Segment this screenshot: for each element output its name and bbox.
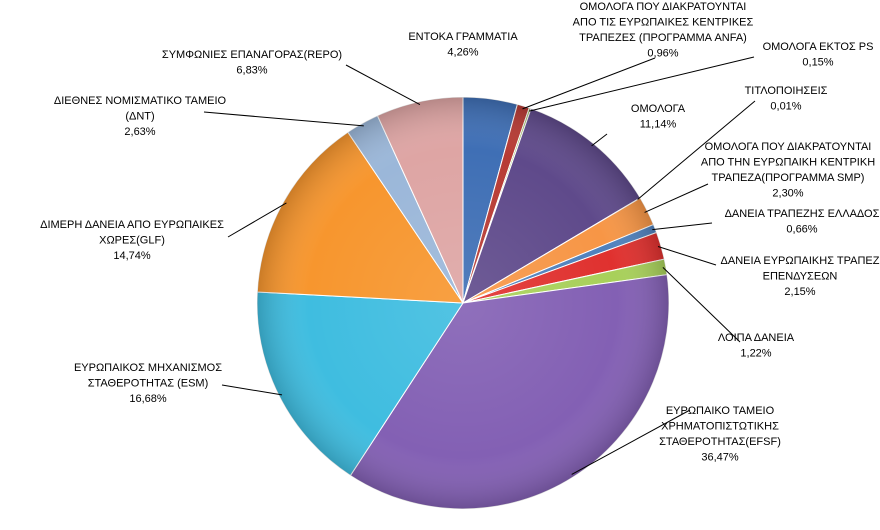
leader-line — [345, 64, 421, 106]
slice-label-line: ΟΜΟΛΟΓΑ ΠΟΥ ΔΙΑΚΡΑΤΟΥΝΤΑΙ — [580, 1, 747, 13]
slice-label: ΟΜΟΛΟΓΑ ΠΟΥ ΔΙΑΚΡΑΤΟΥΝΤΑΙ ΑΠΟ ΤΙΣ ΕΥΡΩΠΑΙ… — [573, 1, 754, 60]
leader-line — [522, 57, 656, 110]
slice-label-line: ΑΠΟ ΤΗΝ ΕΥΡΩΠΑΙΚΗ ΚΕΝΤΡΙΚΗ — [701, 157, 875, 169]
slice-label: ΔΑΝΕΙΑ ΕΥΡΩΠΑΙΚΗΣ ΤΡΑΠΕΖ ΕΠΕΝΔΥΣΕΩΝ 2,15% — [721, 255, 880, 298]
leader-line — [529, 56, 755, 112]
slice-value: 2,15% — [784, 286, 815, 298]
pie-slices — [256, 96, 670, 510]
slice-label-line: ΛΟΙΠΑ ΔΑΝΕΙΑ — [718, 332, 795, 344]
slice-label: ΕΥΡΩΠΑΙΚΟΣ ΜΗΧΑΝΙΣΜΟΣ ΣΤΑΘΕΡΟΤΗΤΑΣ (ESM) 1… — [74, 362, 222, 405]
leader-line — [221, 384, 283, 396]
slice-label-line: ΤΡΑΠΕΖΑ(ΠΡΟΓΡΑΜΜΑ SMP) — [712, 172, 865, 184]
slice-label-line: ΧΩΡΕΣ(GLF) — [99, 235, 165, 247]
slice-value: 14,74% — [113, 250, 151, 262]
leader-line — [227, 202, 287, 238]
slice-label-line: ΔΙΕΘΝΕΣ ΝΟΜΙΣΜΑΤΙΚΟ ΤΑΜΕΙΟ — [54, 95, 227, 107]
slice-label-line: ΕΥΡΩΠΑΙΚΟΣ ΜΗΧΑΝΙΣΜΟΣ — [74, 362, 222, 374]
leader-line — [652, 222, 713, 231]
slice-label: ΛΟΙΠΑ ΔΑΝΕΙΑ 1,22% — [718, 332, 795, 360]
leader-lines — [203, 56, 756, 475]
slice-label-line: ΕΝΤΟΚΑ ΓΡΑΜΜΑΤΙΑ — [408, 31, 518, 43]
slice-value: 16,68% — [129, 393, 167, 405]
slice-label: ΟΜΟΛΟΓΑ 11,14% — [631, 103, 686, 131]
slice-label-line: ΔΑΝΕΙΑ ΤΡΑΠΕΖΗΣ ΕΛΛΑΔΟΣ — [725, 208, 880, 220]
slice-label-line: ΑΠΟ ΤΙΣ ΕΥΡΩΠΑΙΚΕΣ ΚΕΝΤΡΙΚΕΣ — [573, 17, 754, 29]
slice-label-line: ΟΜΟΛΟΓΑ ΕΚΤΟΣ PS — [763, 41, 874, 53]
slice-label: ΔΙΕΘΝΕΣ ΝΟΜΙΣΜΑΤΙΚΟ ΤΑΜΕΙΟ (ΔΝΤ) 2,63% — [54, 95, 227, 138]
slice-label-line: ΔΙΜΕΡΗ ΔΑΝΕΙΑ ΑΠΟ ΕΥΡΩΠΑΙΚΕΣ — [40, 219, 224, 231]
slice-value: 0,01% — [770, 101, 801, 113]
slice-label-line: ΣΤΑΘΕΡΟΤΗΤΑΣ (ESM) — [88, 378, 209, 390]
slice-label-line: ΕΠΕΝΔΥΣΕΩΝ — [763, 271, 838, 283]
slice-value: 11,14% — [640, 119, 677, 131]
slice-label-line: ΤΡΑΠΕΖΕΣ (ΠΡΟΓΡΑΜΜΑ ANFA) — [579, 32, 747, 44]
slice-label: ΔΙΜΕΡΗ ΔΑΝΕΙΑ ΑΠΟ ΕΥΡΩΠΑΙΚΕΣ ΧΩΡΕΣ(GLF) 14… — [40, 219, 224, 262]
leader-line — [203, 111, 364, 127]
slice-label-line: ΕΥΡΩΠΑΙΚΟ ΤΑΜΕΙΟ — [666, 405, 775, 417]
slice-value: 2,63% — [124, 126, 155, 138]
slice-labels: ΕΝΤΟΚΑ ΓΡΑΜΜΑΤΙΑ 4,26% ΟΜΟΛΟΓΑ ΠΟΥ ΔΙΑΚΡΑΤ… — [40, 1, 880, 464]
leader-line — [571, 409, 691, 475]
slice-label: ΟΜΟΛΟΓΑ ΕΚΤΟΣ PS 0,15% — [763, 41, 874, 69]
slice-label-line: ΔΑΝΕΙΑ ΕΥΡΩΠΑΙΚΗΣ ΤΡΑΠΕΖ — [721, 255, 880, 267]
slice-value: 0,66% — [786, 224, 817, 236]
slice-label: ΕΥΡΩΠΑΙΚΟ ΤΑΜΕΙΟ ΧΡΗΜΑΤΟΠΙΣΤΩΤΙΚΗΣ ΣΤΑΘΕΡΟ… — [659, 405, 781, 464]
slice-label: ΔΑΝΕΙΑ ΤΡΑΠΕΖΗΣ ΕΛΛΑΔΟΣ 0,66% — [725, 208, 880, 236]
slice-label-line: ΟΜΟΛΟΓΑ ΠΟΥ ΔΙΑΚΡΑΤΟΥΝΤΑΙ — [705, 141, 872, 153]
leader-line — [662, 267, 741, 343]
slice-label: ΟΜΟΛΟΓΑ ΠΟΥ ΔΙΑΚΡΑΤΟΥΝΤΑΙ ΑΠΟ ΤΗΝ ΕΥΡΩΠΑΙ… — [701, 141, 875, 200]
slice-value: 6,83% — [236, 65, 267, 77]
slice-label-line: ΟΜΟΛΟΓΑ — [631, 103, 686, 115]
slice-value: 36,47% — [701, 452, 739, 464]
slice-value: 0,96% — [647, 48, 678, 60]
slice-value: 2,30% — [772, 188, 803, 200]
leader-line — [644, 183, 709, 213]
slice-value: 4,26% — [447, 47, 478, 59]
slice-label-line: ΧΡΗΜΑΤΟΠΙΣΤΩΤΙΚΗΣ — [661, 421, 779, 433]
leader-line — [657, 246, 717, 266]
leader-line — [637, 100, 756, 200]
slice-label-line: ΣΤΑΘΕΡΟΤΗΤΑΣ(EFSF) — [659, 436, 781, 448]
slice-label: ΕΝΤΟΚΑ ΓΡΑΜΜΑΤΙΑ 4,26% — [408, 31, 518, 59]
slice-label-line: ΣΥΜΦΩΝΙΕΣ ΕΠΑΝΑΓΟΡΑΣ(REPO) — [162, 49, 342, 61]
slice-label: ΣΥΜΦΩΝΙΕΣ ΕΠΑΝΑΓΟΡΑΣ(REPO) 6,83% — [162, 49, 342, 77]
slice-value: 0,15% — [802, 57, 833, 69]
slice-label-line: ΤΙΤΛΟΠΟΙΗΣΕΙΣ — [745, 85, 828, 97]
slice-label: ΤΙΤΛΟΠΟΙΗΣΕΙΣ 0,01% — [745, 85, 828, 113]
slice-label-line: (ΔΝΤ) — [125, 111, 154, 123]
leader-line — [591, 133, 608, 147]
slice-value: 1,22% — [740, 348, 771, 360]
